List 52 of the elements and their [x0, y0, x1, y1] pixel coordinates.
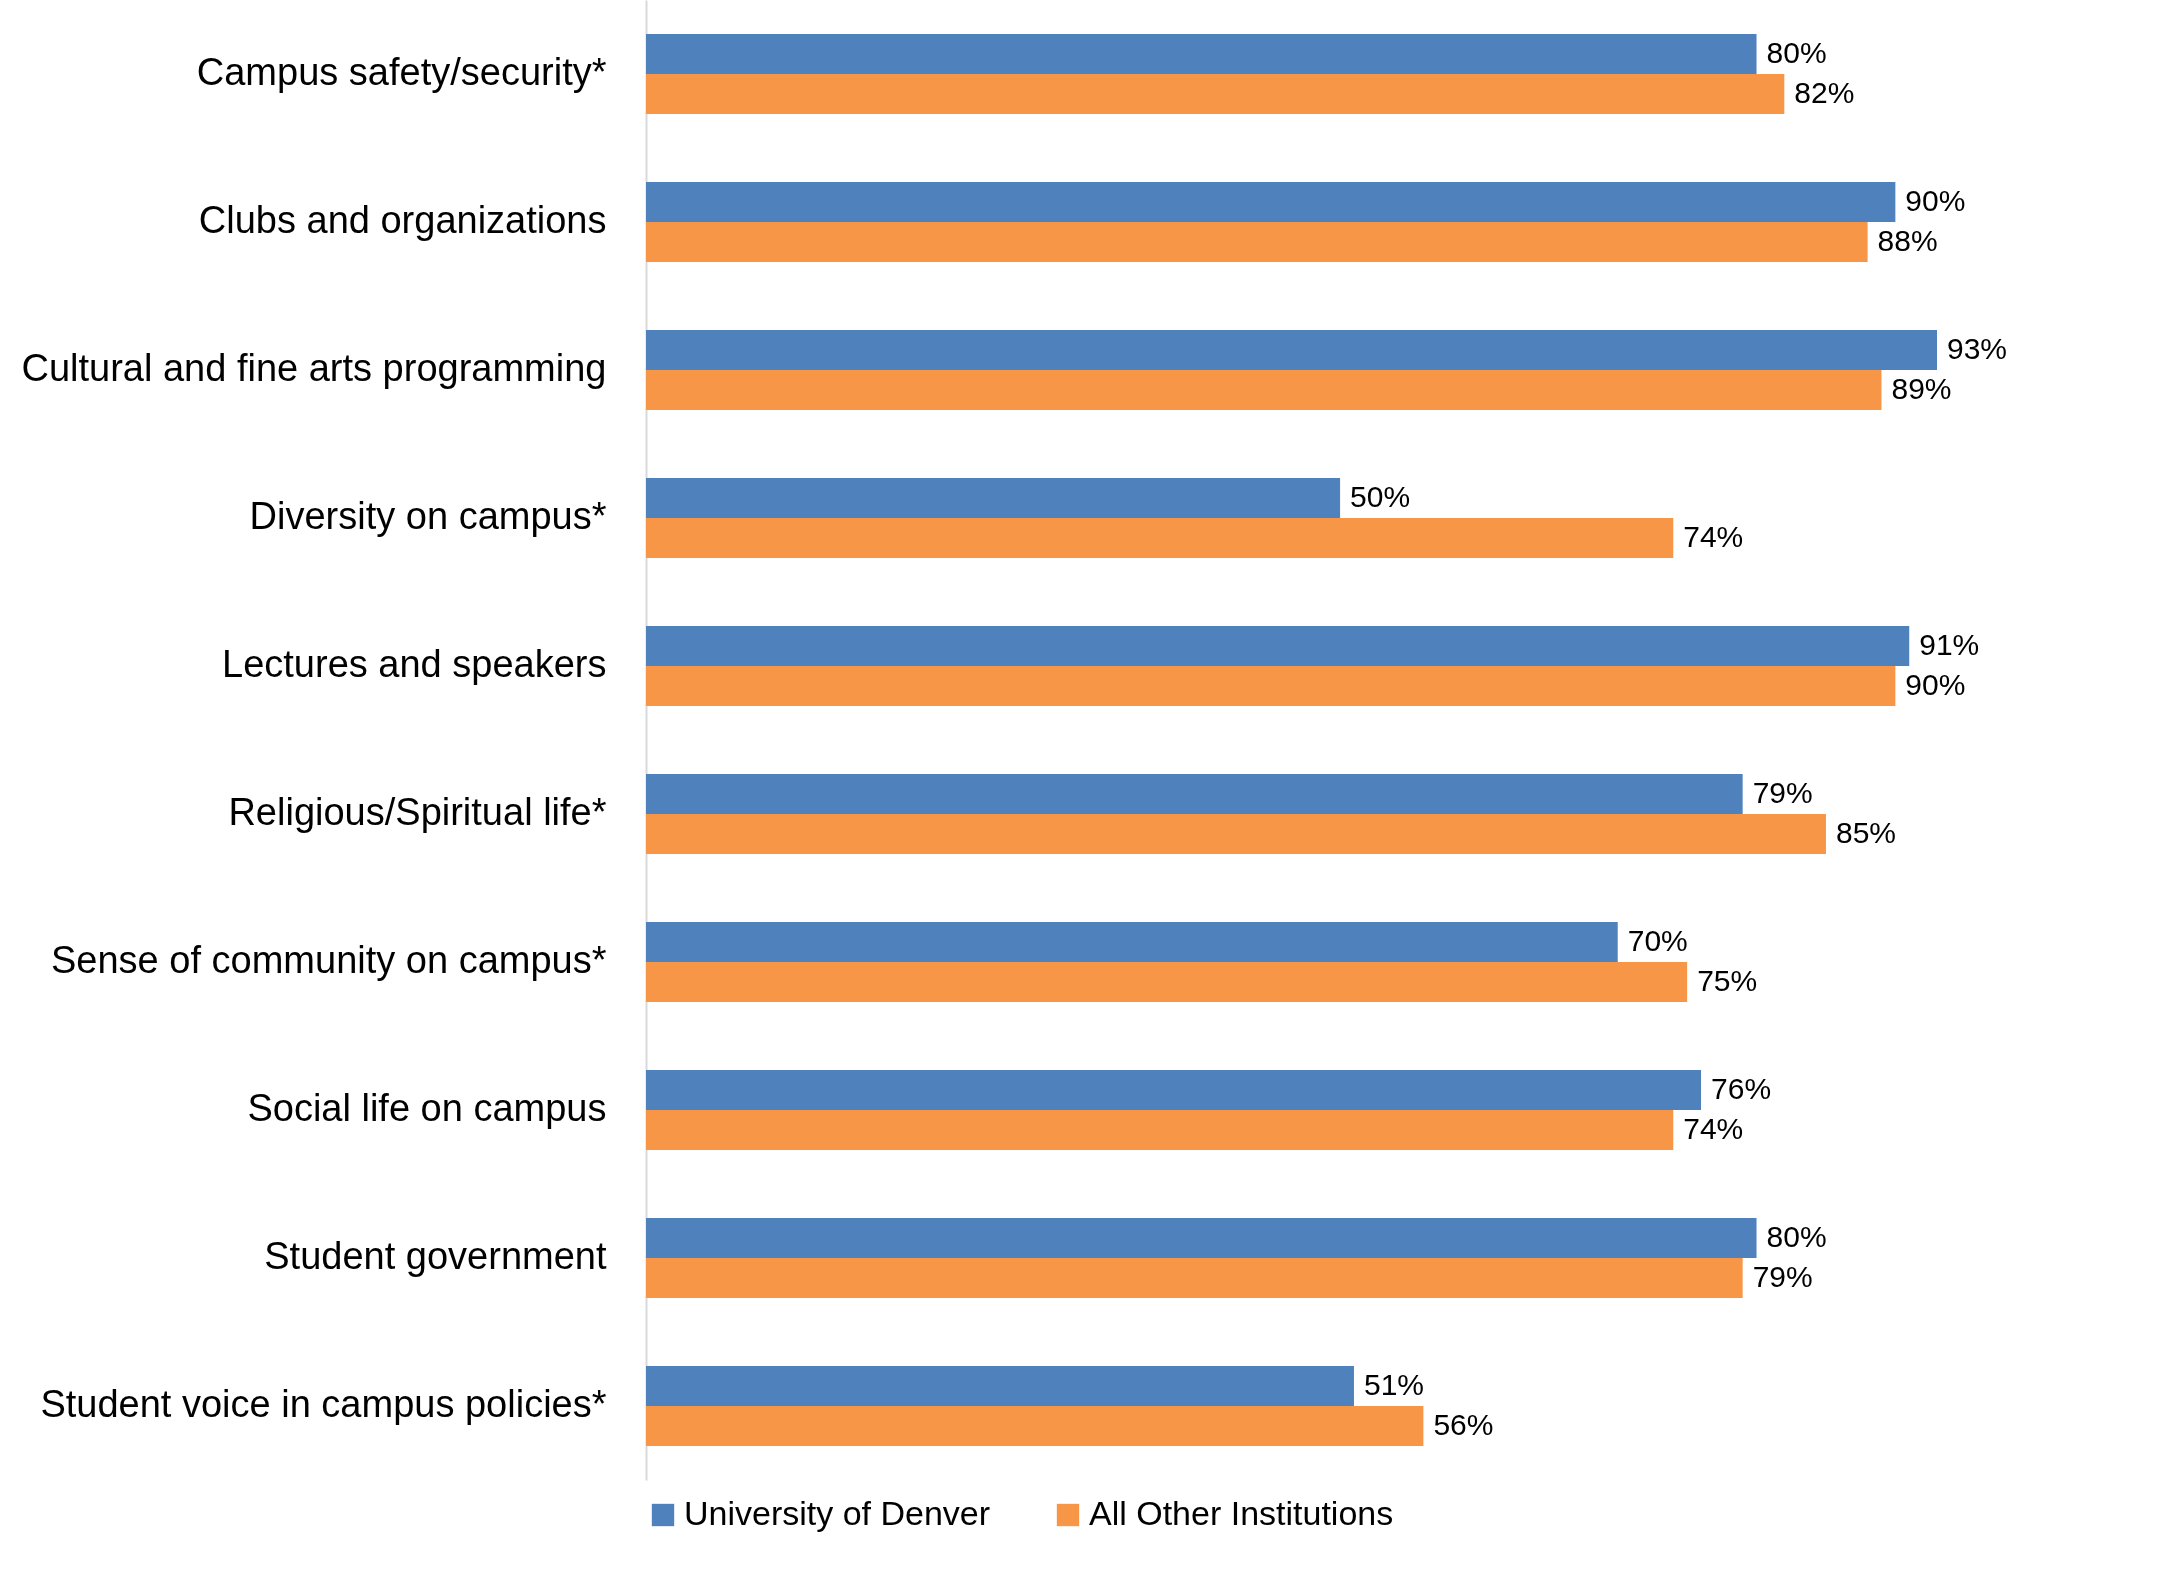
bar: [646, 922, 1618, 962]
bar: [646, 1366, 1354, 1406]
data-label: 74%: [1683, 519, 1744, 553]
y-tick-label: Cultural and fine arts programming: [21, 347, 607, 389]
data-label: 85%: [1835, 815, 1896, 849]
bar: [646, 182, 1896, 222]
bar: [646, 962, 1688, 1002]
data-label: 76%: [1711, 1072, 1772, 1106]
bar: [646, 666, 1896, 706]
data-label: 82%: [1794, 75, 1855, 109]
data-label: 51%: [1363, 1368, 1425, 1402]
bar: [646, 814, 1826, 854]
bar: [646, 370, 1882, 410]
y-tick-label: Diversity on campus*: [249, 495, 607, 537]
bar: [646, 1218, 1757, 1258]
bar: [646, 330, 1937, 370]
data-label: 70%: [1627, 924, 1688, 958]
data-label: 80%: [1766, 36, 1827, 70]
bar: [646, 626, 1910, 666]
data-label: 75%: [1697, 963, 1758, 997]
bar: [646, 1258, 1743, 1298]
bar: [646, 478, 1341, 518]
bar: [646, 518, 1674, 558]
data-label: 93%: [1947, 332, 2008, 366]
data-label: 89%: [1891, 371, 1952, 405]
legend-label: All Other Institutions: [1089, 1494, 1394, 1532]
bar: [646, 774, 1743, 814]
data-label: 88%: [1877, 223, 1938, 257]
data-label: 79%: [1752, 776, 1813, 810]
data-label: 56%: [1433, 1407, 1494, 1441]
data-label: 91%: [1919, 628, 1980, 662]
legend-label: University of Denver: [684, 1494, 991, 1532]
y-tick-label: Student voice in campus policies*: [40, 1383, 607, 1425]
y-tick-label: Clubs and organizations: [198, 199, 607, 241]
y-tick-label: Lectures and speakers: [222, 643, 607, 685]
bar: [646, 222, 1868, 262]
data-label: 90%: [1905, 184, 1966, 218]
data-label: 79%: [1752, 1259, 1813, 1293]
bar: [646, 1070, 1702, 1110]
data-label: 74%: [1683, 1111, 1744, 1145]
y-tick-label: Sense of community on campus*: [51, 939, 607, 981]
bar: [646, 1406, 1424, 1446]
data-label: 80%: [1766, 1220, 1827, 1254]
y-tick-label: Campus safety/security*: [196, 51, 607, 93]
bar: [646, 74, 1785, 114]
data-label: 90%: [1905, 667, 1966, 701]
y-tick-label: Social life on campus: [247, 1087, 607, 1129]
bar: [646, 34, 1757, 74]
bar: [646, 1110, 1674, 1150]
y-tick-label: Religious/Spiritual life*: [228, 791, 607, 833]
data-label: 50%: [1350, 480, 1411, 514]
y-tick-label: Student government: [264, 1235, 607, 1277]
